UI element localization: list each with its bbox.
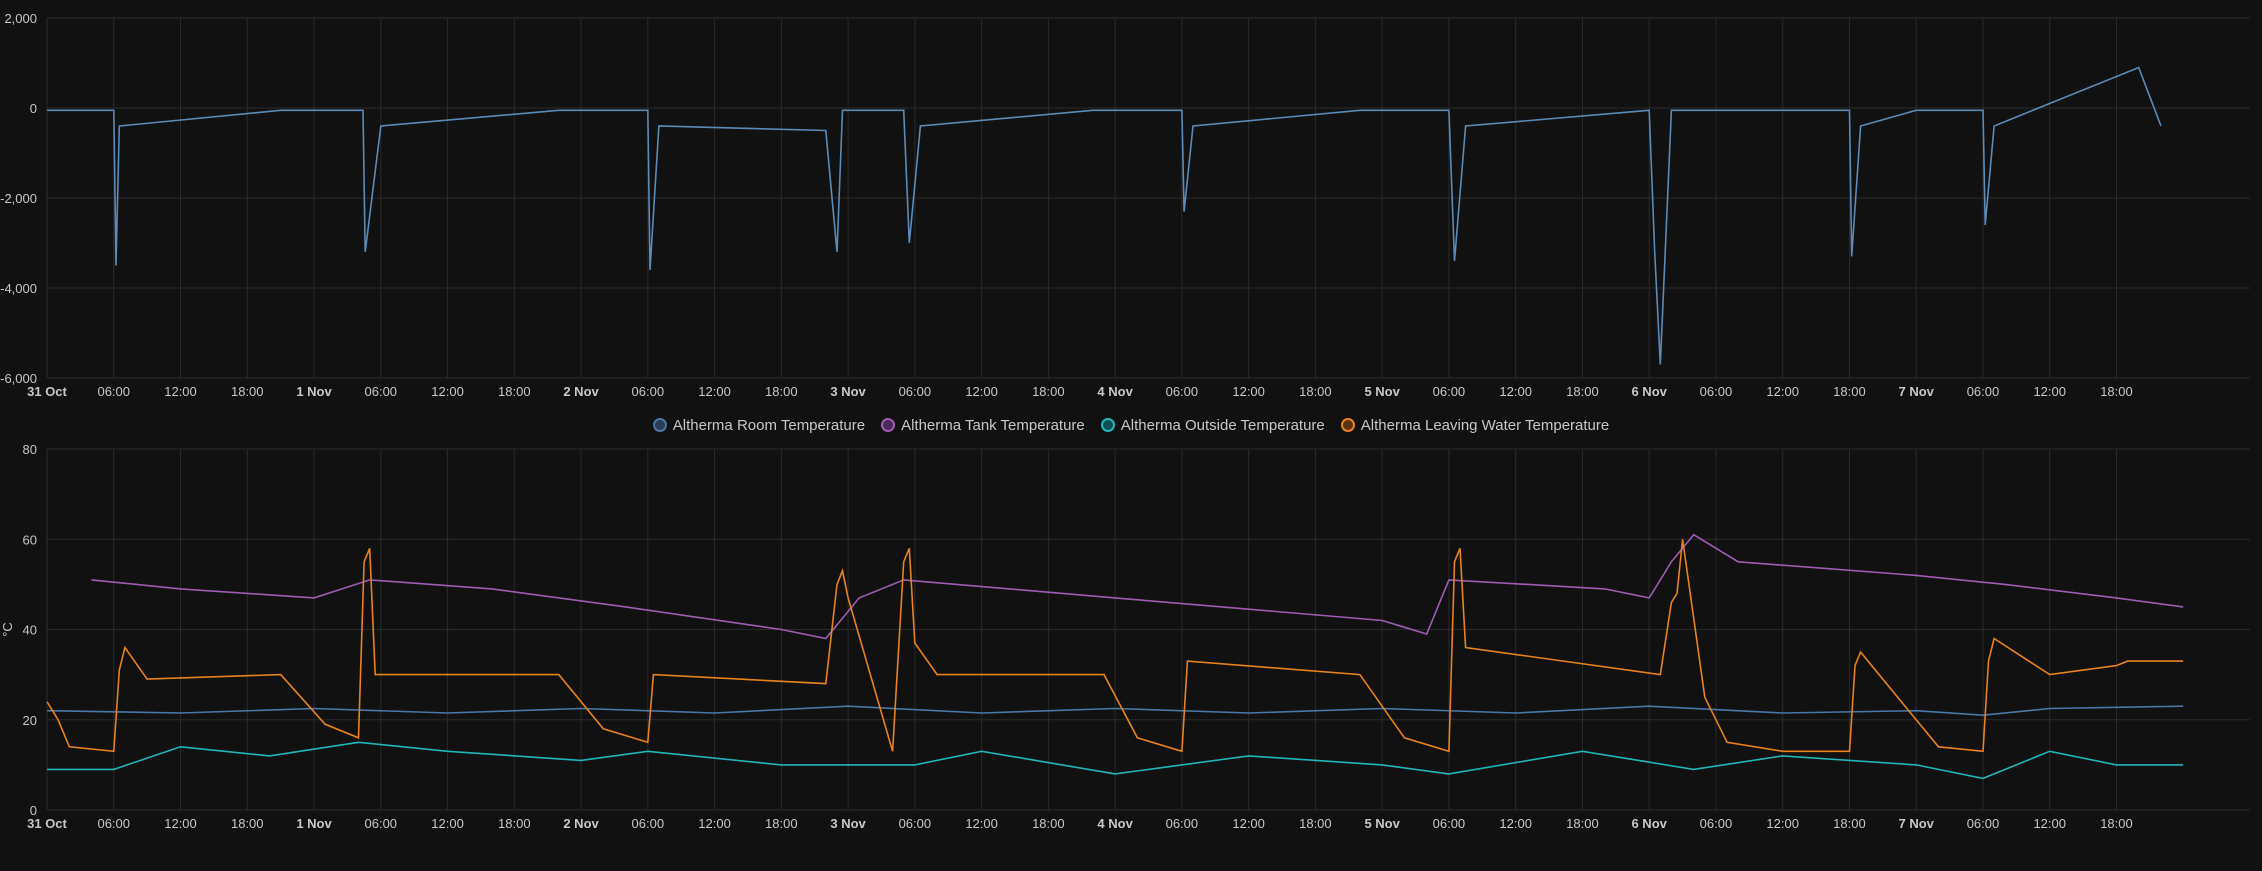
x-tick-label: 06:00 [1433, 816, 1466, 831]
x-tick-label: 06:00 [1967, 816, 2000, 831]
x-tick-label: 12:00 [698, 384, 731, 399]
x-tick-label: 06:00 [1700, 384, 1733, 399]
y-tick-label: 60 [23, 532, 37, 547]
legend-label-leaving: Altherma Leaving Water Temperature [1360, 416, 1610, 434]
x-tick-label: 06:00 [1166, 384, 1199, 399]
x-tick-label: 3 Nov [830, 384, 866, 399]
x-tick-label: 18:00 [231, 384, 264, 399]
x-tick-label: 06:00 [1433, 384, 1466, 399]
x-tick-label: 12:00 [164, 384, 197, 399]
x-tick-label: 12:00 [965, 816, 998, 831]
altherma-tank-temperature-series-line [91, 533, 2184, 640]
x-tick-label: 18:00 [498, 816, 531, 831]
y-tick-label: 40 [23, 623, 37, 638]
x-tick-label: 6 Nov [1631, 816, 1667, 831]
x-tick-label: 5 Nov [1364, 816, 1400, 831]
legend-label-outside: Altherma Outside Temperature [1120, 416, 1325, 434]
x-tick-label: 18:00 [1032, 816, 1065, 831]
x-tick-label: 18:00 [1833, 816, 1866, 831]
x-tick-label: 12:00 [1499, 384, 1532, 399]
y-tick-label: -6,000 [0, 371, 37, 386]
y-tick-label: 0 [30, 101, 37, 116]
x-tick-label: 06:00 [365, 816, 398, 831]
legend-item-room[interactable]: Altherma Room Temperature [652, 416, 866, 434]
legend-item-outside[interactable]: Altherma Outside Temperature [1100, 416, 1325, 434]
legend-item-tank[interactable]: Altherma Tank Temperature [881, 417, 1085, 434]
y-tick-label: 0 [30, 803, 37, 818]
x-tick-label: 5 Nov [1364, 384, 1400, 399]
altherma-leaving-water-temperature-series-line [46, 539, 2184, 753]
x-tick-label: 06:00 [365, 384, 398, 399]
x-tick-label: 12:00 [2033, 816, 2066, 831]
y-tick-label: 2,000 [4, 11, 37, 26]
x-tick-label: 18:00 [2100, 384, 2133, 399]
legend-swatch-outside [1100, 418, 1115, 432]
x-tick-label: 18:00 [2100, 816, 2133, 831]
y-tick-label: -2,000 [0, 191, 37, 206]
x-tick-label: 18:00 [1833, 384, 1866, 399]
x-tick-label: 3 Nov [830, 816, 866, 831]
power-series-line [47, 66, 2162, 365]
x-tick-label: 1 Nov [296, 816, 332, 831]
x-tick-label: 12:00 [164, 816, 197, 831]
x-tick-label: 18:00 [1299, 384, 1332, 399]
x-tick-label: 12:00 [1232, 816, 1265, 831]
x-tick-label: 12:00 [1499, 816, 1532, 831]
x-tick-label: 06:00 [899, 384, 932, 399]
x-tick-label: 31 Oct [27, 816, 67, 831]
x-tick-label: 06:00 [1967, 384, 2000, 399]
altherma-outside-temperature-series-line [47, 741, 2184, 780]
temperature-legend: Altherma Room Temperature Altherma Tank … [0, 413, 2262, 437]
x-tick-label: 1 Nov [296, 384, 332, 399]
legend-swatch-room [652, 418, 667, 432]
y-axis-label: °C [0, 622, 15, 637]
x-tick-label: 31 Oct [27, 384, 67, 399]
x-tick-label: 12:00 [965, 384, 998, 399]
x-tick-label: 06:00 [1700, 816, 1733, 831]
legend-swatch-tank [881, 418, 896, 432]
x-tick-label: 06:00 [632, 384, 665, 399]
x-tick-label: 06:00 [632, 816, 665, 831]
x-tick-label: 2 Nov [563, 816, 599, 831]
x-tick-label: 12:00 [698, 816, 731, 831]
x-tick-label: 18:00 [1299, 816, 1332, 831]
x-tick-label: 06:00 [97, 816, 130, 831]
x-tick-label: 6 Nov [1631, 384, 1667, 399]
x-tick-label: 12:00 [1232, 384, 1265, 399]
x-tick-label: 4 Nov [1097, 816, 1133, 831]
y-tick-label: 20 [23, 713, 37, 728]
legend-item-leaving[interactable]: Altherma Leaving Water Temperature [1340, 416, 1610, 434]
y-tick-label: -4,000 [0, 281, 37, 296]
legend-swatch-leaving [1340, 418, 1355, 432]
x-tick-label: 12:00 [2033, 384, 2066, 399]
x-tick-label: 06:00 [1166, 816, 1199, 831]
x-tick-label: 18:00 [1032, 384, 1065, 399]
y-tick-label: 80 [23, 442, 37, 457]
x-tick-label: 18:00 [231, 816, 264, 831]
x-tick-label: 18:00 [498, 384, 531, 399]
x-tick-label: 18:00 [765, 816, 798, 831]
legend-label-room: Altherma Room Temperature [672, 416, 866, 434]
x-tick-label: 18:00 [765, 384, 798, 399]
x-tick-label: 12:00 [431, 816, 464, 831]
x-tick-label: 06:00 [899, 816, 932, 831]
x-tick-label: 4 Nov [1097, 384, 1133, 399]
x-tick-label: 7 Nov [1899, 816, 1935, 831]
x-tick-label: 06:00 [97, 384, 130, 399]
x-tick-label: 12:00 [431, 384, 464, 399]
x-tick-label: 12:00 [1766, 384, 1799, 399]
x-tick-label: 18:00 [1566, 384, 1599, 399]
x-tick-label: 12:00 [1766, 816, 1799, 831]
x-tick-label: 2 Nov [563, 384, 599, 399]
x-tick-label: 7 Nov [1899, 384, 1935, 399]
altherma-room-temperature-series-line [46, 705, 2184, 717]
x-tick-label: 18:00 [1566, 816, 1599, 831]
legend-label-tank: Altherma Tank Temperature [901, 416, 1085, 434]
